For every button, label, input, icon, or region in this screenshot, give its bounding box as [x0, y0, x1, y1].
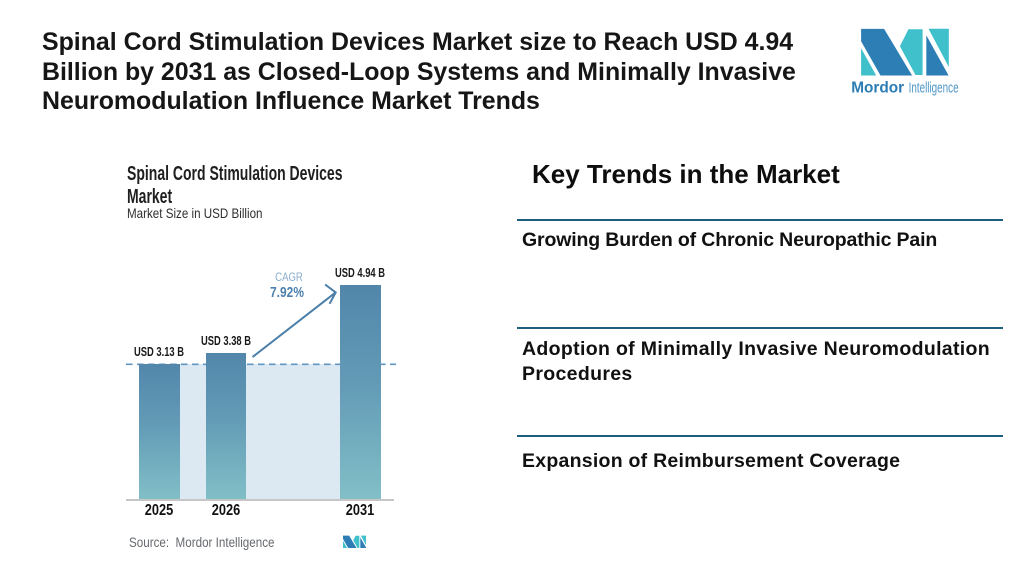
svg-text:Mordor: Mordor: [851, 80, 904, 97]
svg-text:Intelligence: Intelligence: [909, 80, 959, 97]
